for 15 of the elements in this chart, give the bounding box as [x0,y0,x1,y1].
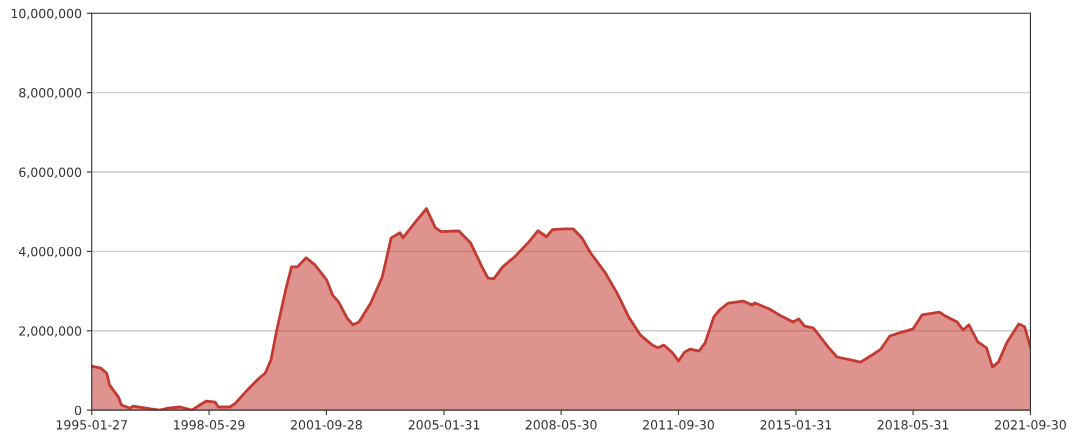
y-tick-label: 2,000,000 [19,326,82,337]
y-tick-label: 10,000,000 [11,8,82,20]
y-tick-label: 4,000,000 [18,246,82,258]
x-tick-label: 2011-09-30 [643,420,714,430]
x-tick-label: 2005-01-31 [408,420,480,430]
x-tick-label: 2018-05-31 [877,420,949,430]
x-tick-label: 2021-09-30 [995,420,1066,430]
y-tick-label: 8,000,000 [19,88,82,99]
y-tick-label: 6,000,000 [19,167,82,179]
x-tick-label: 1998-05-29 [174,420,245,430]
x-tick-label: 2008-05-30 [525,420,597,430]
x-tick-label: 2001-09-28 [291,420,362,430]
x-tick-label: 2015-01-31 [760,420,832,430]
x-tick-label: 1995-01-27 [56,420,127,430]
y-tick-label: 0 [74,405,82,416]
